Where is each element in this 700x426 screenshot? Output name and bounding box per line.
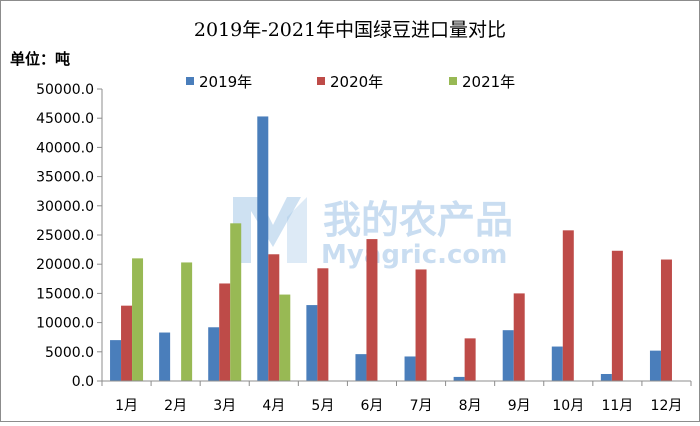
y-tick-label: 5000.0: [45, 345, 94, 361]
bar-2020年-10月: [562, 230, 574, 381]
watermark-cn-text: 我的农产品: [323, 198, 513, 242]
x-tick-label: 11月: [601, 398, 633, 414]
y-tick-label: 15000.0: [36, 286, 94, 302]
bar-2020年-9月: [513, 293, 525, 381]
bar-2021年-4月: [279, 294, 291, 381]
bar-2019年-10月: [551, 346, 563, 381]
bar-2021年-1月: [132, 258, 144, 381]
chart-title: 2019年-2021年中国绿豆进口量对比: [194, 19, 506, 41]
y-tick-label: 45000.0: [36, 111, 94, 127]
x-tick-label: 5月: [311, 398, 334, 414]
legend-swatch: [449, 77, 457, 85]
x-tick-label: 12月: [651, 398, 683, 414]
watermark: 我的农产品 Myagric.com: [233, 197, 513, 270]
bar-2019年-5月: [306, 305, 318, 381]
bar-2020年-12月: [660, 259, 672, 381]
bar-2019年-3月: [208, 327, 220, 381]
bar-2019年-1月: [110, 340, 122, 381]
x-tick-label: 3月: [213, 398, 236, 414]
bar-2020年-6月: [366, 239, 378, 381]
y-tick-label: 25000.0: [36, 228, 94, 244]
bar-2019年-12月: [649, 350, 661, 381]
y-tick-label: 40000.0: [36, 140, 94, 156]
y-axis-unit-label: 单位：吨: [10, 50, 70, 68]
bar-2021年-2月: [181, 262, 193, 381]
legend-label: 2020年: [330, 73, 383, 91]
bar-2019年-7月: [404, 356, 416, 381]
legend: 2019年 2020年 2021年: [186, 73, 515, 91]
bar-2020年-3月: [219, 283, 231, 381]
x-tick-label: 9月: [508, 398, 531, 414]
x-tick-label: 1月: [115, 398, 138, 414]
bar-2019年-4月: [257, 116, 269, 381]
x-tick-label: 4月: [262, 398, 285, 414]
y-axis: 0.0 5000.0 10000.0 15000.0 20000.0 25000.0 300…: [36, 82, 103, 390]
bar-2020年-8月: [464, 338, 476, 381]
legend-label: 2021年: [462, 73, 515, 91]
x-axis: 1月 2月 3月 4月 5月 6月 7月 8月 9月 10月 11月 12月: [101, 380, 692, 414]
x-tick-label: 7月: [410, 398, 433, 414]
watermark-en-suffix: .com: [437, 240, 507, 270]
watermark-en-text: Myagric.com: [321, 240, 507, 270]
bar-2020年-7月: [415, 269, 427, 381]
bar-2020年-1月: [121, 305, 133, 381]
bar-2020年-11月: [611, 250, 623, 381]
y-tick-label: 30000.0: [36, 199, 94, 215]
watermark-en-prefix: Myagric: [321, 240, 437, 270]
watermark-logo-icon: [233, 197, 307, 263]
legend-swatch: [186, 77, 194, 85]
bars: [110, 116, 672, 381]
y-tick-label: 20000.0: [36, 257, 94, 273]
y-tick-label: 35000.0: [36, 170, 94, 186]
legend-swatch: [317, 77, 325, 85]
bar-2020年-4月: [268, 254, 280, 381]
y-tick-label: 10000.0: [36, 316, 94, 332]
legend-label: 2019年: [199, 73, 252, 91]
bar-2021年-3月: [230, 223, 242, 381]
bar-2019年-2月: [159, 332, 171, 381]
bar-2020年-5月: [317, 268, 329, 381]
y-tick-label: 0.0: [72, 374, 94, 390]
bar-2019年-9月: [502, 330, 514, 381]
x-tick-label: 8月: [459, 398, 482, 414]
x-tick-label: 2月: [164, 398, 187, 414]
x-tick-label: 6月: [360, 398, 383, 414]
bar-2019年-6月: [355, 354, 367, 381]
x-tick-label: 10月: [552, 398, 584, 414]
y-tick-label: 50000.0: [36, 82, 94, 98]
bar-2019年-11月: [600, 373, 612, 381]
bar-2019年-8月: [453, 376, 465, 381]
